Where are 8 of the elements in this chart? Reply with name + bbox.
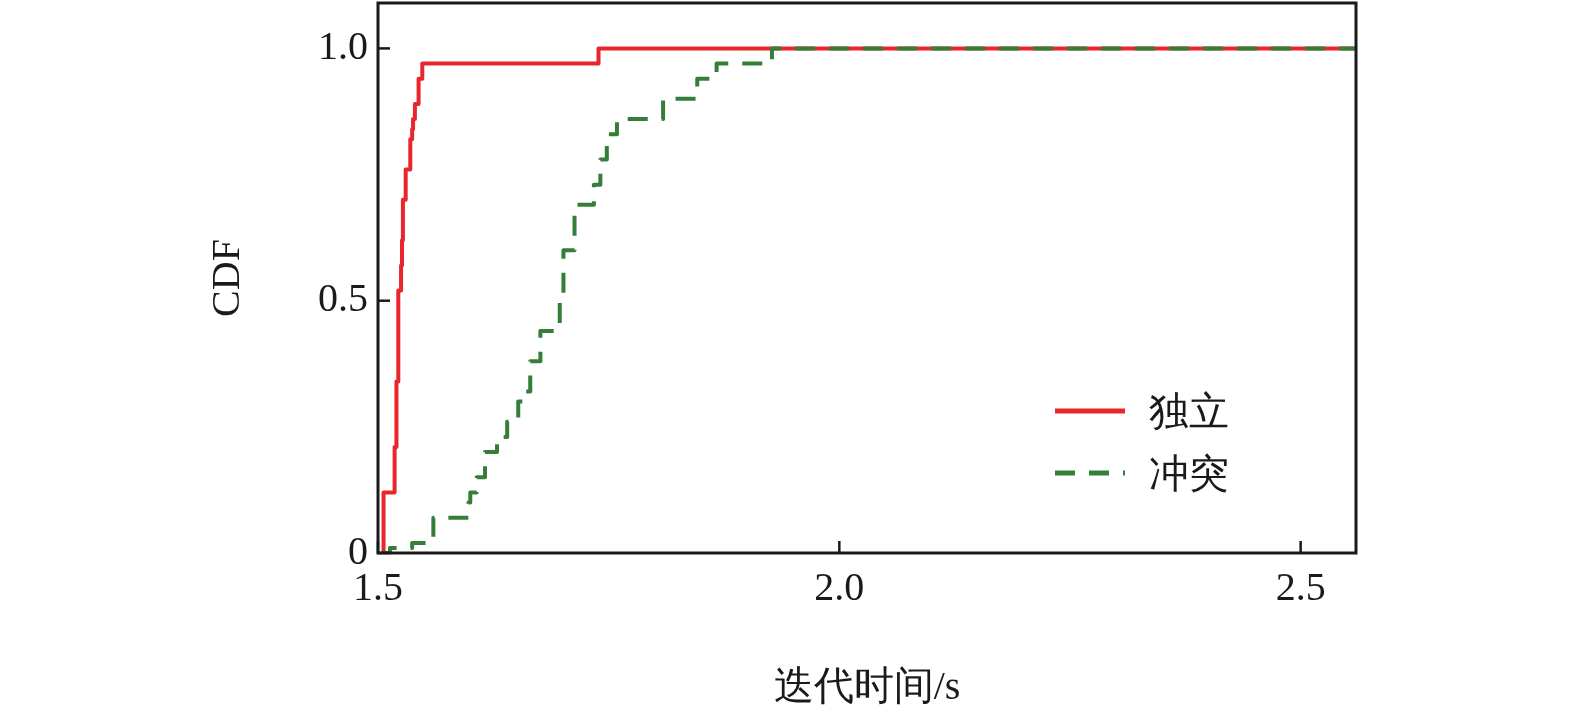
y-tick-label: 1.0 [318, 22, 368, 68]
y-tick-label: 0.5 [318, 275, 368, 321]
legend-label: 独立 [1149, 387, 1229, 436]
x-tick-label: 2.0 [814, 563, 865, 609]
x-axis-title: 迭代时间/s [773, 662, 961, 708]
legend-label: 冲突 [1149, 449, 1229, 498]
y-axis-title: CDF [202, 239, 248, 317]
x-tick-label: 2.5 [1275, 563, 1326, 609]
